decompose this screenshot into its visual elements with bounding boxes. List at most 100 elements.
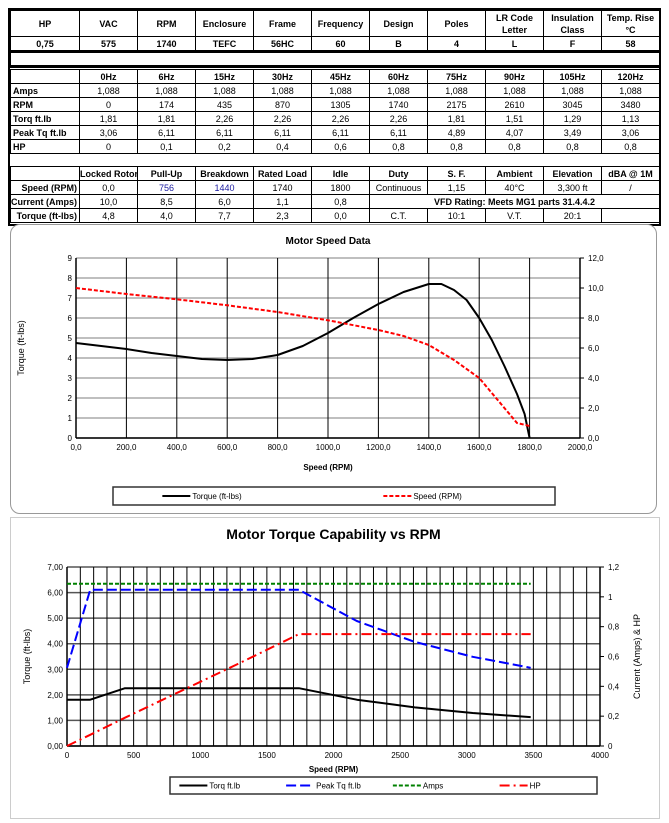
legend-label: Speed (RPM) (413, 492, 462, 501)
freq-row-cell: 3480 (601, 97, 660, 112)
spec-header-row-cell: RPM (137, 10, 196, 37)
freq-header-row-cell: 6Hz (137, 69, 196, 84)
freq-row-cell: 870 (253, 97, 312, 112)
legend-label: Torque (ft-lbs) (192, 492, 242, 501)
motor-speed-chart: Motor Speed Data 0 1 2 3 4 5 6 7 8 9 0,0 200,0 400,0 6… (16, 236, 604, 506)
series-line-speed-rpm- (75, 287, 530, 427)
series-line-peak-tq-ft-lb (66, 588, 531, 669)
x-tick-label: 2000 (325, 751, 343, 760)
perf-header-row: Locked Rotor Pull-Up Breakdown Rated Load Id… (10, 166, 660, 181)
x-tick-label: 400,0 (167, 443, 188, 452)
y2-tick-label: 0,0 (588, 434, 600, 443)
freq-row-cell: 0,1 (137, 139, 196, 154)
perf-cell: 0,0 (311, 208, 370, 223)
freq-row-cell: Peak Tq ft.lb (10, 125, 80, 140)
freq-row-cell: 3,06 (79, 125, 138, 140)
y-axis-label: Torque (ft-lbs) (22, 629, 32, 685)
frequency-table: 0Hz 6Hz 15Hz 30Hz 45Hz 60Hz 75Hz 90Hz 105Hz 120Hz… (10, 69, 660, 154)
perf-cell: 10,0 (79, 194, 138, 209)
freq-row-cell: 1,088 (195, 83, 254, 98)
perf-cell: 3,300 ft (543, 180, 602, 195)
freq-header-row-cell (10, 69, 80, 84)
y-tick-label: 3 (68, 374, 73, 383)
freq-row-cell: 6,11 (137, 125, 196, 140)
freq-row-cell: 1,81 (137, 111, 196, 126)
perf-cell: 1,1 (253, 194, 312, 209)
freq-row-cell: 0,8 (427, 139, 486, 154)
x-axis-label: Speed (RPM) (309, 765, 359, 774)
freq-row-cell: 6,11 (311, 125, 370, 140)
x-tick-label: 1800,0 (517, 443, 542, 452)
perf-cell: VFD Rating: Meets MG1 parts 31.4.4.2 (369, 194, 660, 209)
freq-row-cell: 3,06 (601, 125, 660, 140)
freq-row-cell: 1,81 (79, 111, 138, 126)
spec-header-row-cell: HP (10, 10, 80, 37)
perf-header-row-cell: S. F. (427, 166, 486, 181)
spec-header-row-cell: Insulation Class (543, 10, 602, 37)
freq-header-row-cell: 105Hz (543, 69, 602, 84)
perf-row: Torque (ft-lbs) 4,8 4,0 7,7 2,3 0,0 C.T. 10:1 V.… (10, 208, 660, 223)
perf-cell: 2,3 (253, 208, 312, 223)
freq-header-row-cell: 45Hz (311, 69, 370, 84)
freq-row-cell: 2610 (485, 97, 544, 112)
y-tick-label: 5 (68, 334, 73, 343)
freq-row-cell: 0,6 (311, 139, 370, 154)
freq-row-cell: 1,29 (543, 111, 602, 126)
freq-row-cell: 0,8 (485, 139, 544, 154)
x-tick-label: 1200,0 (366, 443, 391, 452)
y-tick-label: 1,00 (47, 716, 63, 725)
x-tick-label: 200,0 (116, 443, 137, 452)
spec-header-row-cell: LR Code Letter (485, 10, 544, 37)
freq-row-cell: 435 (195, 97, 254, 112)
freq-header-row-cell: 15Hz (195, 69, 254, 84)
freq-row-cell: Amps (10, 83, 80, 98)
freq-row-cell: 6,11 (369, 125, 428, 140)
freq-row-cell: 0 (79, 139, 138, 154)
freq-header-row-cell: 75Hz (427, 69, 486, 84)
legend-label: HP (530, 782, 541, 791)
y2-tick-label: 0,2 (608, 712, 620, 721)
y-tick-label: 2,00 (47, 691, 63, 700)
perf-cell: 756 (137, 180, 196, 195)
spec-header-row-cell: Poles (427, 10, 486, 37)
perf-cell: 40°C (485, 180, 544, 195)
y2-axis-label: Current (Amps) & HP (632, 614, 642, 699)
freq-row-cell: 2,26 (311, 111, 370, 126)
x-tick-label: 1600,0 (467, 443, 492, 452)
speed-chart-panel (10, 224, 657, 514)
perf-cell: C.T. (369, 208, 428, 223)
y-tick-label: 5,00 (47, 614, 63, 623)
freq-row: HP 0 0,1 0,2 0,4 0,6 0,8 0,8 0,8 0,8 0,8 (10, 139, 660, 154)
y-tick-label: 0,00 (47, 742, 63, 751)
perf-header-row-cell: Breakdown (195, 166, 254, 181)
freq-row-cell: 2,26 (195, 111, 254, 126)
perf-header-row-cell: Rated Load (253, 166, 312, 181)
freq-row-cell: 1,51 (485, 111, 544, 126)
perf-cell: 4,8 (79, 208, 138, 223)
spec-table: HP VAC RPM Enclosure Frame Frequency Design Pol… (10, 10, 660, 68)
x-axis-label: Speed (RPM) (303, 463, 353, 472)
freq-row-cell: 3,49 (543, 125, 602, 140)
series-line-hp (66, 633, 531, 747)
perf-cell: Torque (ft-lbs) (10, 208, 80, 223)
spec-header-row-cell: Design (369, 10, 428, 37)
perf-cell: Speed (RPM) (10, 180, 80, 195)
freq-row-cell: 1,13 (601, 111, 660, 126)
perf-cell: 6,0 (195, 194, 254, 209)
y-axis-label: Torque (ft-lbs) (16, 320, 26, 376)
freq-header-row-cell: 60Hz (369, 69, 428, 84)
y2-tick-label: 4,0 (588, 374, 600, 383)
spec-header-row-cell: Frequency (311, 10, 370, 37)
freq-row-cell: 1,088 (369, 83, 428, 98)
freq-row-cell: 4,07 (485, 125, 544, 140)
freq-row: Peak Tq ft.lb 3,06 6,11 6,11 6,11 6,11 6,11 4,8… (10, 125, 660, 140)
spec-value-row-cell: 4 (427, 36, 486, 52)
x-tick-label: 1400,0 (417, 443, 442, 452)
freq-row-cell: RPM (10, 97, 80, 112)
perf-header-row-cell (10, 166, 80, 181)
freq-row-cell: 1,088 (543, 83, 602, 98)
spec-header-row-cell: Frame (253, 10, 312, 37)
legend-label: Torq ft.lb (209, 782, 240, 791)
freq-row-cell: 1,088 (311, 83, 370, 98)
freq-row-cell: 1,088 (427, 83, 486, 98)
